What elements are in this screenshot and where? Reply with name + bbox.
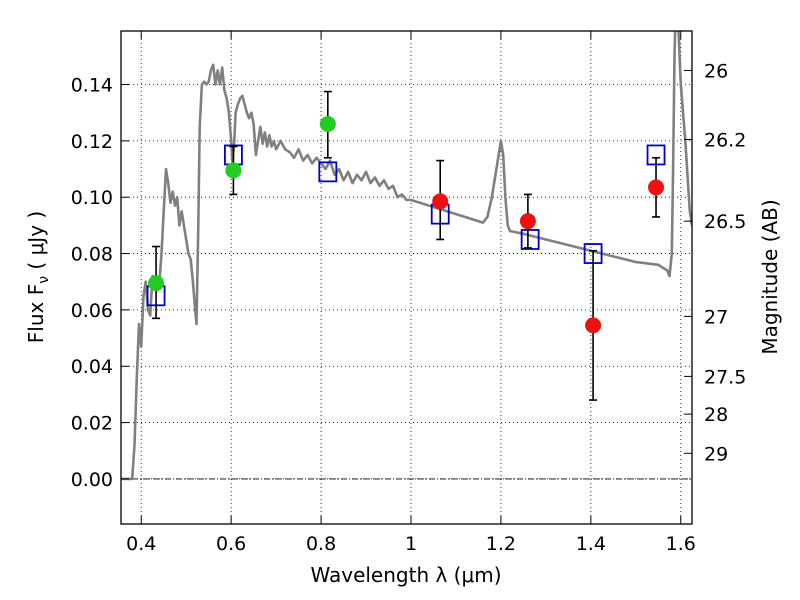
y-tick-label: 0.08 [71,244,113,266]
y-tick-label: 0.04 [71,356,113,378]
x-tick-label: 0.4 [126,533,156,555]
right-axis-label: Magnitude (AB) [758,199,782,354]
x-tick-label: 1.2 [486,533,516,555]
model-photometry-box [520,229,540,250]
x-tick-label: 1.4 [576,533,606,555]
nir-data-point [519,213,536,230]
right-tick-label: 27 [704,306,728,328]
right-tick-label: 26.2 [704,129,746,151]
right-tick-label: 29 [704,443,728,465]
model-spectrum-layer [121,31,692,481]
right-tick-label: 26 [704,60,728,82]
plot-frame [120,30,693,525]
right-tick-label: 27.5 [704,366,746,388]
nir-data-point [585,317,602,334]
y-tick-label: 0.00 [71,469,113,491]
x-tick-label: 0.8 [306,533,336,555]
model-photometry-box [318,161,338,183]
x-tick-label: 0.6 [216,533,246,555]
model-spectrum-line [121,31,692,481]
right-tick-label: 26.5 [704,211,746,233]
right-tick-label: 28 [704,404,728,426]
x-axis-label: Wavelength λ (μm) [310,563,501,587]
right-axis-tick-labels: 26 26.2 26.5 27 27.5 28 29 [704,60,746,465]
y-tick-label: 0.14 [71,75,113,97]
nir-data-point [648,179,665,196]
axis-ticks [121,31,692,524]
y-axis-label-prefix: Flux F [24,284,48,343]
y-axis-label-subscript: ν [36,276,52,284]
x-tick-labels: 0.4 0.6 0.8 1 1.2 1.4 1.6 [126,533,696,555]
optical-data-point [225,162,242,179]
data-point-layer [148,115,665,334]
optical-data-point [319,115,336,132]
y-axis-label: Flux Fν ( μJy ) [24,211,52,343]
y-tick-label: 0.10 [71,187,113,209]
optical-data-point [148,275,165,292]
y-tick-label: 0.02 [71,413,113,435]
x-tick-label: 1.6 [666,533,696,555]
nir-data-point [432,193,449,210]
y-tick-labels: 0.00 0.02 0.04 0.06 0.08 0.10 0.12 0.14 [71,75,113,491]
x-tick-label: 1 [405,533,417,555]
y-axis-label-unit: ( μJy ) [24,211,48,276]
y-tick-label: 0.06 [71,300,113,322]
y-tick-label: 0.12 [71,131,113,153]
